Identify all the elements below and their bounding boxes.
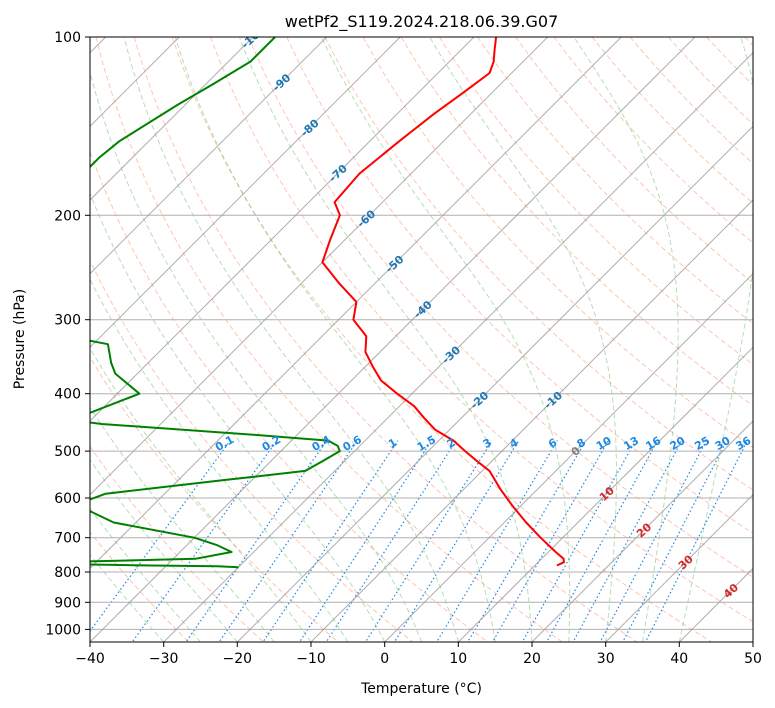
moist-adiabat-line	[321, 37, 571, 642]
isotherm-line	[90, 37, 549, 496]
y-tick-label: 600	[54, 491, 81, 507]
moist-adiabats	[90, 37, 753, 642]
moist-adiabat-line	[123, 37, 459, 642]
temperature-profile-line	[321, 37, 565, 567]
dry-adiabat-line	[171, 37, 713, 642]
x-tick-label: 50	[744, 651, 762, 667]
isotherm-line	[531, 420, 753, 642]
x-tick-label: 20	[523, 651, 541, 667]
isotherm-line	[236, 125, 753, 642]
moist-adiabat-line	[90, 406, 275, 642]
isotherm-line	[90, 37, 402, 349]
mixing-ratio-line	[435, 440, 558, 642]
plot-frame	[89, 36, 754, 643]
isotherm-line	[90, 37, 696, 642]
dry-adiabat-line	[133, 37, 638, 642]
x-tick-label: −30	[149, 651, 179, 667]
isotherm-line	[90, 37, 623, 570]
isotherm-line	[90, 37, 254, 201]
x-tick-label: 0	[380, 651, 389, 667]
moist-adiabat-line	[573, 37, 679, 642]
y-tick-label: 800	[54, 565, 81, 581]
mixing-ratio-line	[491, 440, 609, 642]
x-axis-title: Temperature (°C)	[360, 681, 482, 697]
mixing-ratio-line	[298, 440, 433, 642]
y-tick-label: 1000	[45, 622, 81, 638]
mixing-ratio-line	[572, 440, 683, 642]
x-tick-label: 10	[449, 651, 467, 667]
dry-adiabat-line	[90, 356, 339, 642]
dry-adiabat-line	[95, 37, 564, 642]
x-axis-ticks: −40 −30 −20 −10 0 10 20 30 40 50	[75, 642, 762, 667]
mixing-ratio-line	[262, 440, 399, 642]
moist-adiabat-line	[678, 37, 753, 642]
y-tick-label: 700	[54, 531, 81, 547]
dewpoint-profile-line	[90, 37, 341, 569]
dry-adiabat-line	[286, 37, 753, 534]
moist-adiabat-line	[90, 459, 238, 642]
dry-adiabats	[90, 37, 753, 642]
moist-adiabat-line	[90, 192, 386, 642]
x-tick-label: 30	[597, 651, 615, 667]
profile-series	[90, 37, 565, 569]
y-axis-ticks: 100 200 300 400 500 600 700 800 900 1000	[45, 30, 90, 638]
plot-area: 0.1 0.2 0.4 0.6 1 1.5 2 3 4 6 8 10 13 16 20 25 30 36-100-…	[90, 37, 754, 642]
x-tick-label: −20	[223, 651, 253, 667]
mixing-ratio-line	[545, 440, 659, 642]
dry-adiabat-line	[438, 37, 753, 366]
moist-adiabat-line	[429, 37, 617, 642]
moist-adiabat-line	[174, 37, 496, 642]
moist-adiabat-line	[238, 37, 533, 642]
isotherm-line	[457, 346, 753, 642]
isobar-gridlines	[90, 37, 753, 630]
x-tick-label: −40	[75, 651, 105, 667]
dry-adiabat-line	[248, 37, 753, 578]
mixing-ratio-line	[622, 440, 728, 642]
y-tick-label: 400	[54, 387, 81, 403]
isotherm-line	[90, 37, 181, 128]
y-axis-title: Pressure (hPa)	[12, 289, 28, 389]
dry-adiabat-line	[553, 37, 753, 244]
y-tick-label: 500	[54, 444, 81, 460]
mixing-ratio-line	[521, 440, 637, 642]
moist-adiabat-line	[90, 277, 349, 642]
isotherm-line	[90, 37, 328, 275]
isotherm-gridlines	[90, 37, 753, 642]
mixing-ratio-line	[185, 440, 328, 642]
mixing-ratio-line	[599, 440, 707, 642]
isotherm-line	[383, 272, 753, 642]
y-tick-label: 900	[54, 595, 81, 611]
mixing-ratio-line	[218, 440, 358, 642]
isotherm-line	[90, 37, 475, 422]
x-tick-label: −10	[296, 651, 326, 667]
dry-adiabat-line	[90, 445, 265, 642]
chart-title: wetPf2_S119.2024.218.06.39.G07	[285, 12, 559, 32]
isotherm-line	[604, 493, 753, 642]
mixing-ratio-label: 36	[734, 434, 754, 453]
dry-adiabat-line	[629, 37, 753, 165]
dry-adiabat-line	[210, 37, 753, 623]
dry-adiabat-line	[324, 37, 753, 491]
dry-adiabat-line	[90, 531, 190, 642]
isotherm-line	[162, 51, 753, 642]
dry-adiabat-line	[400, 37, 753, 407]
isotherm-line	[310, 199, 753, 642]
dry-adiabat-line	[515, 37, 753, 284]
dry-adiabat-line	[90, 150, 489, 642]
mixing-ratio-line	[393, 440, 520, 642]
x-tick-label: 40	[670, 651, 688, 667]
mixing-ratio-line	[90, 440, 231, 633]
y-tick-label: 100	[54, 30, 81, 46]
y-tick-label: 200	[54, 208, 81, 224]
y-tick-label: 300	[54, 313, 81, 329]
